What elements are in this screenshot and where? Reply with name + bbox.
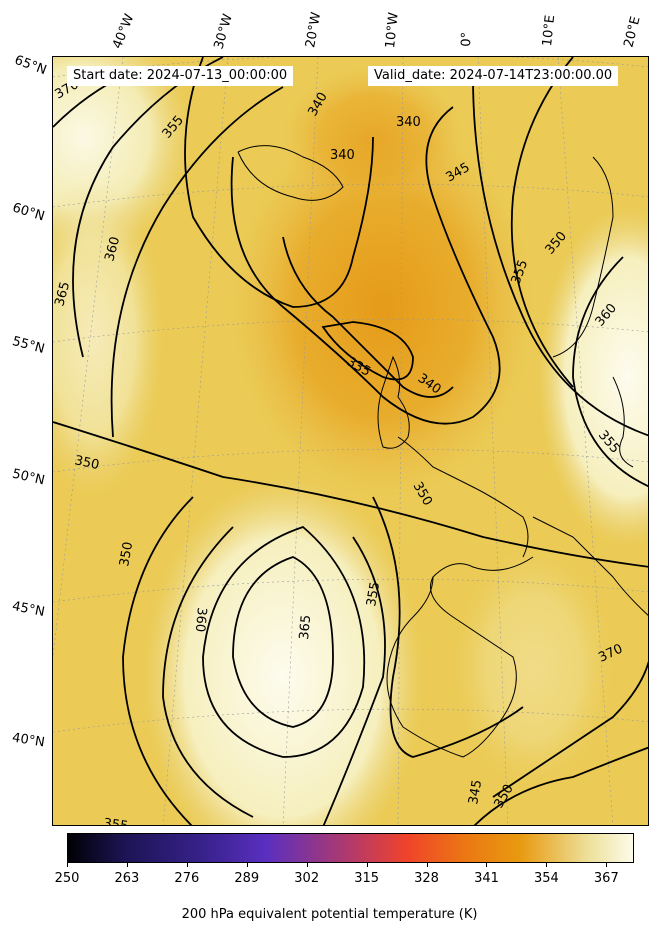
colorbar-tick-label: 341 bbox=[474, 871, 499, 886]
contour-label: 340 bbox=[396, 115, 421, 130]
colorbar-tick-mark bbox=[366, 863, 368, 867]
colorbar-tick-label: 354 bbox=[533, 871, 559, 886]
colorbar-tick-mark bbox=[67, 863, 68, 867]
low-uk bbox=[233, 117, 533, 497]
lon-label-30w: 30°W bbox=[211, 12, 236, 52]
start-date-label: Start date: 2024-07-13_00:00:00 bbox=[67, 66, 294, 86]
colorbar-tick-label: 276 bbox=[174, 871, 200, 886]
lat-label-60n: 60°N bbox=[10, 200, 47, 225]
contour-label: 365 bbox=[53, 280, 73, 308]
colorbar-tick-mark bbox=[486, 863, 488, 867]
colorbar-tick-mark bbox=[126, 863, 128, 867]
colorbar bbox=[67, 833, 634, 863]
contour-label: 365 bbox=[297, 614, 314, 640]
contour-label: 345 bbox=[466, 779, 485, 806]
contour-label: 360 bbox=[192, 607, 209, 633]
high-west bbox=[53, 177, 163, 497]
lat-label-40n: 40°N bbox=[11, 730, 46, 751]
iberia-field bbox=[453, 547, 613, 787]
lat-label-65n: 65°N bbox=[12, 52, 49, 79]
contour-label: 350 bbox=[73, 453, 100, 473]
map-panel: 370 355 360 365 340 340 340 345 335 340 … bbox=[52, 56, 649, 826]
lon-label-20e: 20°E bbox=[621, 15, 644, 49]
valid-date-label: Valid_date: 2024-07-14T23:00:00.00 bbox=[368, 66, 619, 86]
contour-label: 360 bbox=[102, 235, 123, 263]
colorbar-tick-label: 315 bbox=[354, 871, 380, 886]
colorbar-tick-label: 250 bbox=[54, 871, 80, 886]
lat-label-55n: 55°N bbox=[10, 334, 47, 357]
colorbar-tick-mark bbox=[186, 863, 188, 867]
lon-label-10w: 10°W bbox=[383, 11, 402, 50]
colorbar-tick-mark bbox=[606, 863, 608, 867]
lon-label-0: 0° bbox=[459, 31, 475, 47]
lat-label-50n: 50°N bbox=[10, 466, 47, 489]
colorbar-label: 200 hPa equivalent potential temperature… bbox=[181, 907, 478, 922]
colorbar-tick-mark bbox=[246, 863, 248, 867]
colorbar-tick-label: 302 bbox=[294, 871, 320, 886]
contour-label: 350 bbox=[117, 541, 136, 568]
contour-label: 340 bbox=[330, 148, 355, 163]
graticule bbox=[53, 57, 648, 825]
coastlines bbox=[237, 145, 648, 758]
colorbar-tick-mark bbox=[546, 863, 548, 867]
lon-label-40w: 40°W bbox=[110, 12, 138, 51]
lat-label-45n: 45°N bbox=[10, 599, 46, 620]
contour-label: 355 bbox=[102, 816, 129, 826]
colorbar-tick-label: 263 bbox=[114, 871, 140, 886]
lon-label-20w: 20°W bbox=[303, 11, 325, 50]
high-atlantic bbox=[143, 477, 423, 825]
lon-label-10e: 10°E bbox=[540, 14, 559, 48]
contour-label: 355 bbox=[364, 581, 383, 608]
colorbar-tick-mark bbox=[306, 863, 308, 867]
colorbar-tick-label: 367 bbox=[593, 871, 619, 886]
colorbar-tick-label: 289 bbox=[234, 871, 260, 886]
colorbar-tick-mark bbox=[426, 863, 428, 867]
colorbar-tick-label: 328 bbox=[414, 871, 439, 886]
map-canvas: 370 355 360 365 340 340 340 345 335 340 … bbox=[53, 57, 648, 826]
high-scandinavia bbox=[538, 207, 648, 547]
